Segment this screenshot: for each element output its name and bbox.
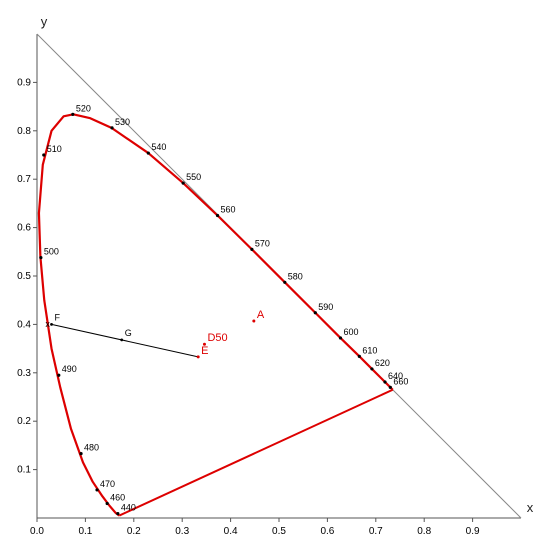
wavelength-label: 500: [44, 247, 59, 257]
wavelength-label: 480: [84, 443, 99, 453]
wavelength-point: [357, 354, 361, 358]
x-tick-label: 0.8: [417, 526, 431, 537]
illuminant-point-e: [196, 355, 200, 359]
y-tick-label: 0.1: [17, 465, 31, 476]
wavelength-point: [388, 385, 392, 389]
y-ticks: 0.1 0.2 0.3 0.4 0.5 0.6 0.7 0.8 0.9: [17, 77, 37, 476]
wavelength-label: 640: [388, 371, 403, 381]
wavelength-label: 510: [47, 144, 62, 154]
wavelength-label: 660: [393, 376, 408, 386]
x-tick-label: 0.7: [369, 526, 383, 537]
wavelength-label: 610: [362, 345, 377, 355]
axes: x y: [36, 14, 534, 519]
x-tick-label: 0.4: [224, 526, 238, 537]
wavelength-label: 440: [121, 503, 136, 513]
wavelength-label: 470: [100, 479, 115, 489]
y-tick-label: 0.7: [17, 174, 31, 185]
y-tick-label: 0.6: [17, 223, 31, 234]
wavelength-point: [39, 256, 43, 260]
y-axis-title: y: [41, 14, 48, 29]
y-tick-label: 0.4: [17, 319, 31, 330]
illuminant-label-e: E: [201, 345, 208, 357]
wavelength-label: 560: [221, 205, 236, 215]
x-tick-label: 0.9: [466, 526, 480, 537]
x-tick-label: 0.2: [127, 526, 141, 537]
y-tick-label: 0.2: [17, 416, 31, 427]
wavelength-label: 620: [375, 358, 390, 368]
x-ticks: 0.0 0.1 0.2 0.3 0.4 0.5 0.6 0.7 0.8 0.9: [30, 518, 480, 537]
x-marker-label: x: [45, 319, 50, 329]
wavelength-point: [250, 247, 254, 251]
wavelength-point: [370, 367, 374, 371]
wavelength-point: [79, 452, 83, 456]
x-tick-label: 0.6: [320, 526, 334, 537]
y-tick-label: 0.5: [17, 271, 31, 282]
wavelength-point: [283, 280, 287, 284]
spectral-locus: [37, 113, 394, 517]
wavelength-point: [116, 512, 120, 516]
wavelength-label: 570: [255, 238, 270, 248]
point-label-f: F: [55, 312, 61, 322]
wavelength-label: 520: [76, 103, 91, 113]
wavelength-point: [71, 112, 75, 116]
x-tick-label: 0.3: [175, 526, 189, 537]
wavelength-point: [95, 488, 99, 492]
point-g: [120, 338, 124, 342]
wavelength-label: 530: [115, 117, 130, 127]
wavelength-label: 580: [288, 271, 303, 281]
x-tick-label: 0.5: [272, 526, 286, 537]
wavelength-point: [215, 213, 220, 218]
wavelength-label: 540: [151, 142, 166, 152]
wavelength-point: [313, 311, 317, 315]
line-f-to-e: [51, 323, 199, 358]
y-tick-label: 0.8: [17, 126, 31, 137]
illuminant-point-d50: [202, 342, 206, 346]
wavelength-label: 550: [186, 172, 201, 182]
wavelength-point: [383, 380, 387, 384]
point-f: [50, 323, 53, 326]
x-tick-label: 0.0: [30, 526, 44, 537]
wavelength-point: [57, 373, 61, 377]
wavelength-point: [338, 336, 343, 340]
wavelength-label: 490: [62, 364, 77, 374]
illuminant-label-d50: D50: [207, 332, 227, 344]
wavelength-point: [105, 501, 109, 506]
named-points: FG: [50, 312, 132, 342]
wavelength-label: 460: [110, 492, 125, 502]
illuminant-label-a: A: [257, 309, 265, 321]
wavelength-point: [110, 126, 114, 130]
wavelength-label: 590: [318, 302, 333, 312]
y-tick-label: 0.9: [17, 77, 31, 88]
wavelength-point: [181, 181, 185, 185]
wavelength-label: 600: [343, 327, 358, 337]
wavelength-point: [146, 151, 150, 155]
point-label-g: G: [125, 328, 132, 338]
line-of-purples: [118, 388, 394, 517]
x-marker: x: [45, 319, 50, 329]
x-axis-title: x: [527, 500, 534, 515]
wavelength-point: [42, 153, 46, 157]
illuminant-point-a: [252, 319, 256, 323]
x-tick-label: 0.1: [78, 526, 92, 537]
y-tick-label: 0.3: [17, 368, 31, 379]
